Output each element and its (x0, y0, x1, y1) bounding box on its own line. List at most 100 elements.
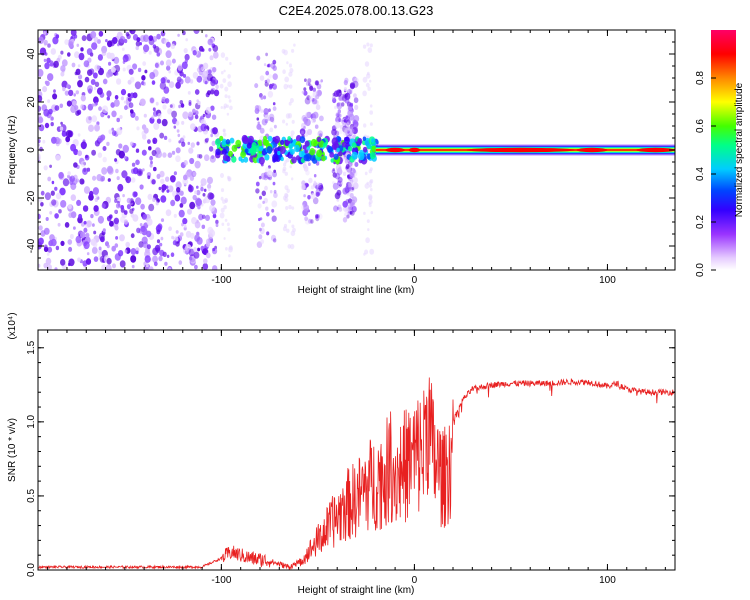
spectrogram-blob (56, 138, 62, 145)
spectrogram-blob (342, 187, 349, 195)
spectrogram-blob (213, 89, 220, 97)
spectrogram-blob (291, 224, 295, 229)
spectrogram-blob (272, 59, 277, 65)
spectrogram-blob (303, 154, 310, 162)
spectrogram-blob (195, 231, 200, 237)
spectrogram-blob (364, 61, 370, 67)
spectrogram-blob (60, 71, 65, 77)
spectrogram-blob (231, 156, 237, 163)
spectrogram-blob (171, 235, 175, 240)
spectrogram-blob (188, 248, 195, 257)
spectrogram-blob (167, 152, 173, 158)
spectrogram-blob (220, 71, 224, 75)
spectrogram-blob (288, 63, 293, 68)
spectrogram-blob (142, 134, 147, 140)
spectrogram-blob (338, 166, 342, 171)
spectrogram-blob (352, 80, 359, 88)
spectrogram-blob (256, 123, 262, 130)
spectrogram-blob (270, 234, 277, 242)
spectrogram-blob (286, 188, 290, 193)
spectrogram-blob (314, 124, 319, 129)
spectrogram-blob (342, 217, 348, 223)
spectrogram-blob (299, 136, 306, 144)
spectrogram-blob (349, 130, 354, 136)
spectrogram-blob (228, 150, 233, 157)
spectrogram-blob (320, 79, 324, 83)
spectrogram-blob (166, 41, 171, 48)
spectrogram-blob (113, 56, 120, 64)
spectrogram-blob (67, 239, 73, 245)
spectrogram-blob (38, 263, 41, 268)
spectrogram-blob (173, 125, 177, 129)
spectrogram-blob (303, 87, 307, 91)
spectrogram-blob (210, 105, 215, 111)
spectrogram-blob (286, 228, 290, 233)
spectrogram-blob (272, 73, 278, 80)
colorbar-tick-label: 0.2 (695, 215, 706, 229)
spectrogram-blob (369, 79, 372, 83)
spectrogram-blob (159, 242, 163, 247)
spectrogram-blob (91, 115, 98, 123)
spectrogram-blob (51, 199, 57, 206)
spectrogram-blob (184, 76, 191, 84)
spectrogram-blob (336, 113, 340, 117)
spectrogram-blob (265, 52, 268, 57)
spectrogram-blob (92, 175, 97, 181)
spectrogram-blob (128, 102, 134, 109)
spectrogram-blob (362, 136, 367, 141)
spectrogram-blob (68, 258, 75, 267)
spectrogram-blob (79, 178, 85, 185)
spectrogram-blob (315, 81, 319, 86)
spectrogram-blob (307, 195, 311, 200)
spectrogram-blob (171, 58, 176, 64)
spectrogram-y-tick-label: 40 (26, 48, 37, 60)
spectrogram-blob (333, 205, 339, 212)
spectrogram-blob (207, 188, 211, 192)
spectrogram-blob (352, 126, 358, 135)
spectrogram-blob (156, 33, 161, 40)
colorbar-tick-label: 0.0 (695, 263, 706, 277)
spectrogram-blob (54, 267, 58, 270)
spectrogram-blob (209, 192, 215, 200)
spectrogram-blob (183, 48, 188, 54)
spectrogram-blob (151, 179, 156, 185)
spectrogram-blob (69, 180, 74, 186)
spectrogram-blob (308, 95, 313, 101)
spectrogram-blob (143, 127, 149, 134)
spectrogram-blob (262, 95, 267, 100)
snr-y-tick-label: 1.5 (26, 340, 37, 354)
spectrogram-blob (366, 181, 370, 185)
spectrogram-blob (144, 69, 148, 74)
spectrogram-blob (371, 145, 378, 153)
spectrogram-blob (220, 196, 224, 201)
spectrogram-blob (268, 85, 273, 90)
spectrogram-blob (336, 102, 340, 107)
spectrogram-blob (164, 98, 170, 104)
spectrogram-blob (81, 35, 87, 42)
snr-axes: -100 0 100 0.0 0.5 1.0 1.5 (26, 330, 675, 586)
spectrogram-blob (64, 39, 69, 45)
spectrogram-blob (263, 108, 269, 115)
spectrogram-blob (69, 233, 74, 240)
spectrogram-blob (149, 97, 155, 104)
spectrogram-blob (267, 170, 273, 178)
spectrogram-blob (139, 42, 142, 46)
spectrogram-blob (142, 61, 147, 66)
spectrogram-blob (132, 63, 138, 70)
spectrogram-blob (115, 236, 119, 240)
spectrogram-blob (196, 75, 203, 83)
spectrogram-blob (312, 111, 319, 119)
spectrogram-blob (153, 261, 158, 267)
spectrogram-blob (89, 68, 95, 75)
spectrogram-blob (114, 158, 118, 162)
spectrogram-blob (86, 252, 90, 256)
spectrogram-blob (272, 65, 277, 71)
spectrogram-blob (295, 155, 301, 161)
spectrogram-blob (300, 183, 306, 191)
spectrogram-blob (49, 164, 52, 168)
spectrogram-blob (181, 222, 184, 227)
spectrogram-blob (258, 142, 262, 147)
spectrogram-blob (329, 151, 335, 158)
spectrogram-blob (83, 186, 91, 194)
